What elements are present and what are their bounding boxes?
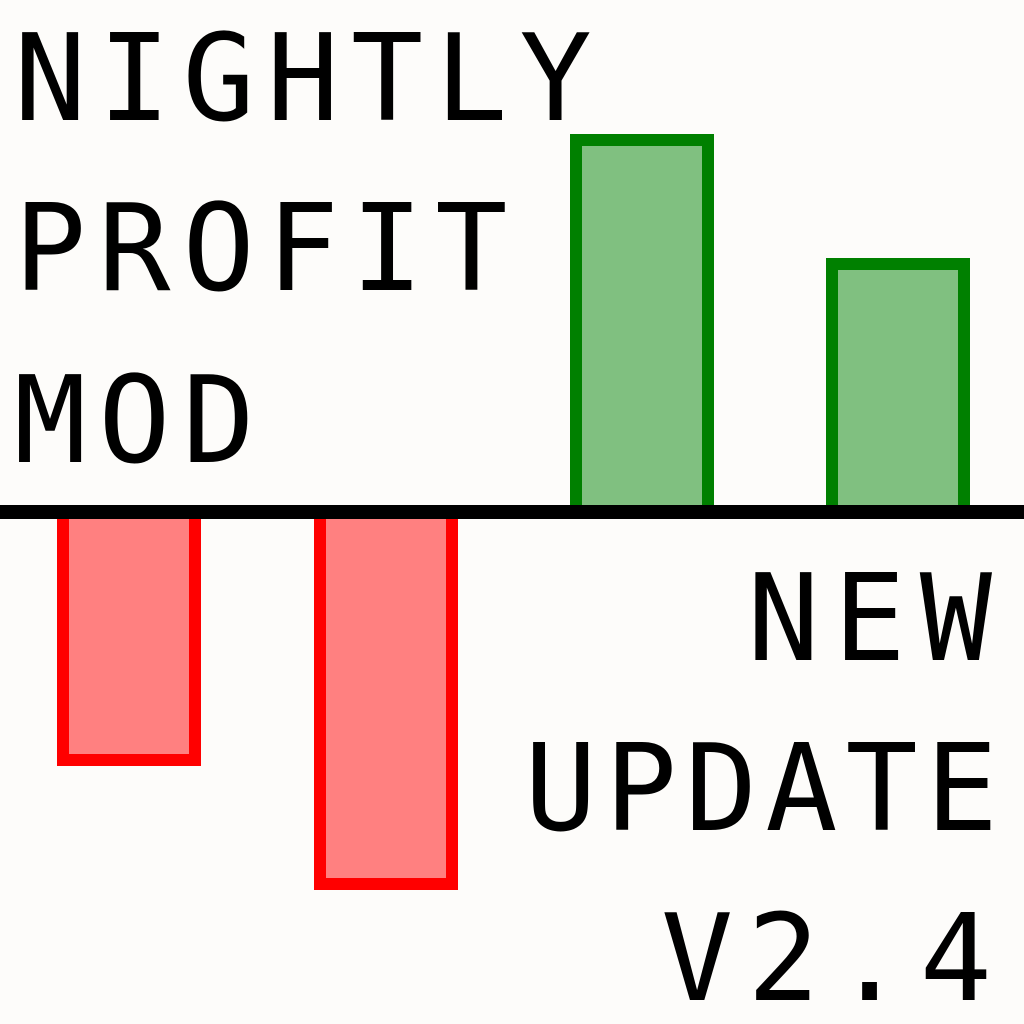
loss-bar <box>57 506 201 766</box>
update-line-3: V2.4 <box>661 890 1006 1024</box>
loss-bar <box>314 506 458 890</box>
update-line-2: UPDATE <box>524 720 1006 859</box>
profit-bar <box>570 134 714 518</box>
profit-bar <box>826 258 970 518</box>
update-line-1: NEW <box>747 550 1006 689</box>
title-line-2: PROFIT <box>14 180 520 319</box>
title-line-1: NIGHTLY <box>14 10 604 149</box>
title-line-3: MOD <box>14 352 267 491</box>
